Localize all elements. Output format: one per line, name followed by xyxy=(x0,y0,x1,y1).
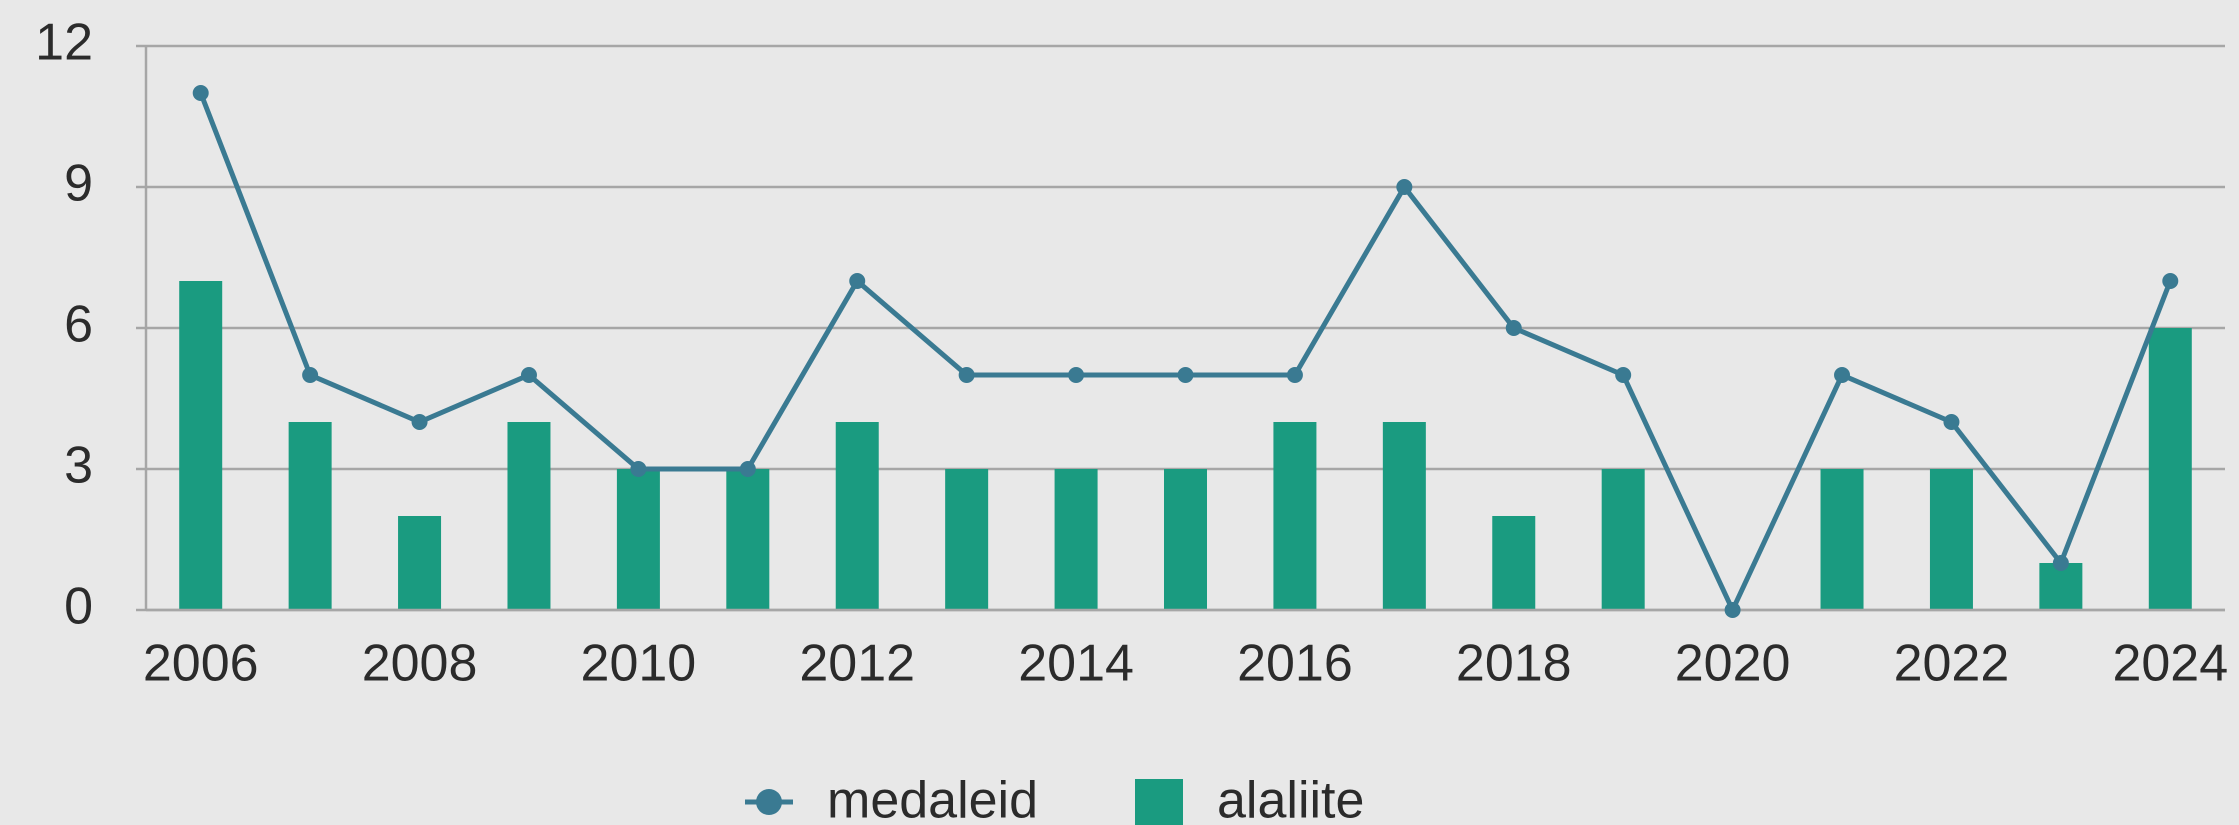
x-tick-label: 2022 xyxy=(1894,635,2010,693)
line-marker xyxy=(739,461,756,477)
line-marker xyxy=(1286,367,1303,383)
line-marker xyxy=(520,367,537,383)
bar xyxy=(1164,469,1207,610)
legend-label: alaliite xyxy=(1217,772,1364,825)
bar xyxy=(1382,422,1426,610)
bar xyxy=(398,516,442,610)
bar xyxy=(288,422,332,610)
bar xyxy=(616,469,660,610)
legend-label: medaleid xyxy=(827,772,1038,825)
x-tick-label: 2014 xyxy=(1018,635,1134,693)
line-marker xyxy=(630,461,647,477)
bar xyxy=(1929,469,1973,610)
x-tick-label: 2010 xyxy=(581,635,697,693)
legend-swatch xyxy=(1135,779,1183,825)
x-tick-label: 2008 xyxy=(362,635,478,693)
x-tick-label: 2006 xyxy=(143,635,259,693)
line-marker xyxy=(192,85,209,101)
line-marker xyxy=(849,273,866,289)
bar xyxy=(1273,422,1317,610)
line-marker xyxy=(1943,414,1960,430)
y-tick-label: 12 xyxy=(35,14,93,72)
y-tick-label: 3 xyxy=(64,437,93,495)
y-tick-label: 0 xyxy=(64,578,93,636)
bar xyxy=(179,281,223,610)
bar xyxy=(1054,469,1098,610)
bar xyxy=(835,422,879,610)
x-tick-label: 2024 xyxy=(2112,635,2228,693)
line-marker xyxy=(1068,367,1085,383)
line-marker xyxy=(1834,367,1851,383)
bar xyxy=(2148,328,2192,610)
x-tick-label: 2018 xyxy=(1456,635,1572,693)
x-tick-label: 2016 xyxy=(1237,635,1353,693)
line-marker xyxy=(1177,367,1194,383)
line-marker xyxy=(302,367,319,383)
line-marker xyxy=(1396,179,1413,195)
bar xyxy=(1492,516,1536,610)
bar xyxy=(726,469,770,610)
bar xyxy=(945,469,989,610)
line-marker xyxy=(1505,320,1522,336)
y-tick-label: 6 xyxy=(64,296,93,354)
line-marker xyxy=(958,367,975,383)
y-tick-label: 9 xyxy=(64,155,93,213)
bar xyxy=(1601,469,1645,610)
legend-marker xyxy=(756,789,782,815)
line-marker xyxy=(2162,273,2179,289)
x-tick-label: 2020 xyxy=(1675,635,1791,693)
line-marker xyxy=(411,414,428,430)
line-marker xyxy=(1615,367,1632,383)
bar xyxy=(1820,469,1864,610)
line-marker xyxy=(1724,602,1741,618)
bar xyxy=(507,422,551,610)
line-marker xyxy=(2052,555,2069,571)
x-tick-label: 2012 xyxy=(799,635,915,693)
